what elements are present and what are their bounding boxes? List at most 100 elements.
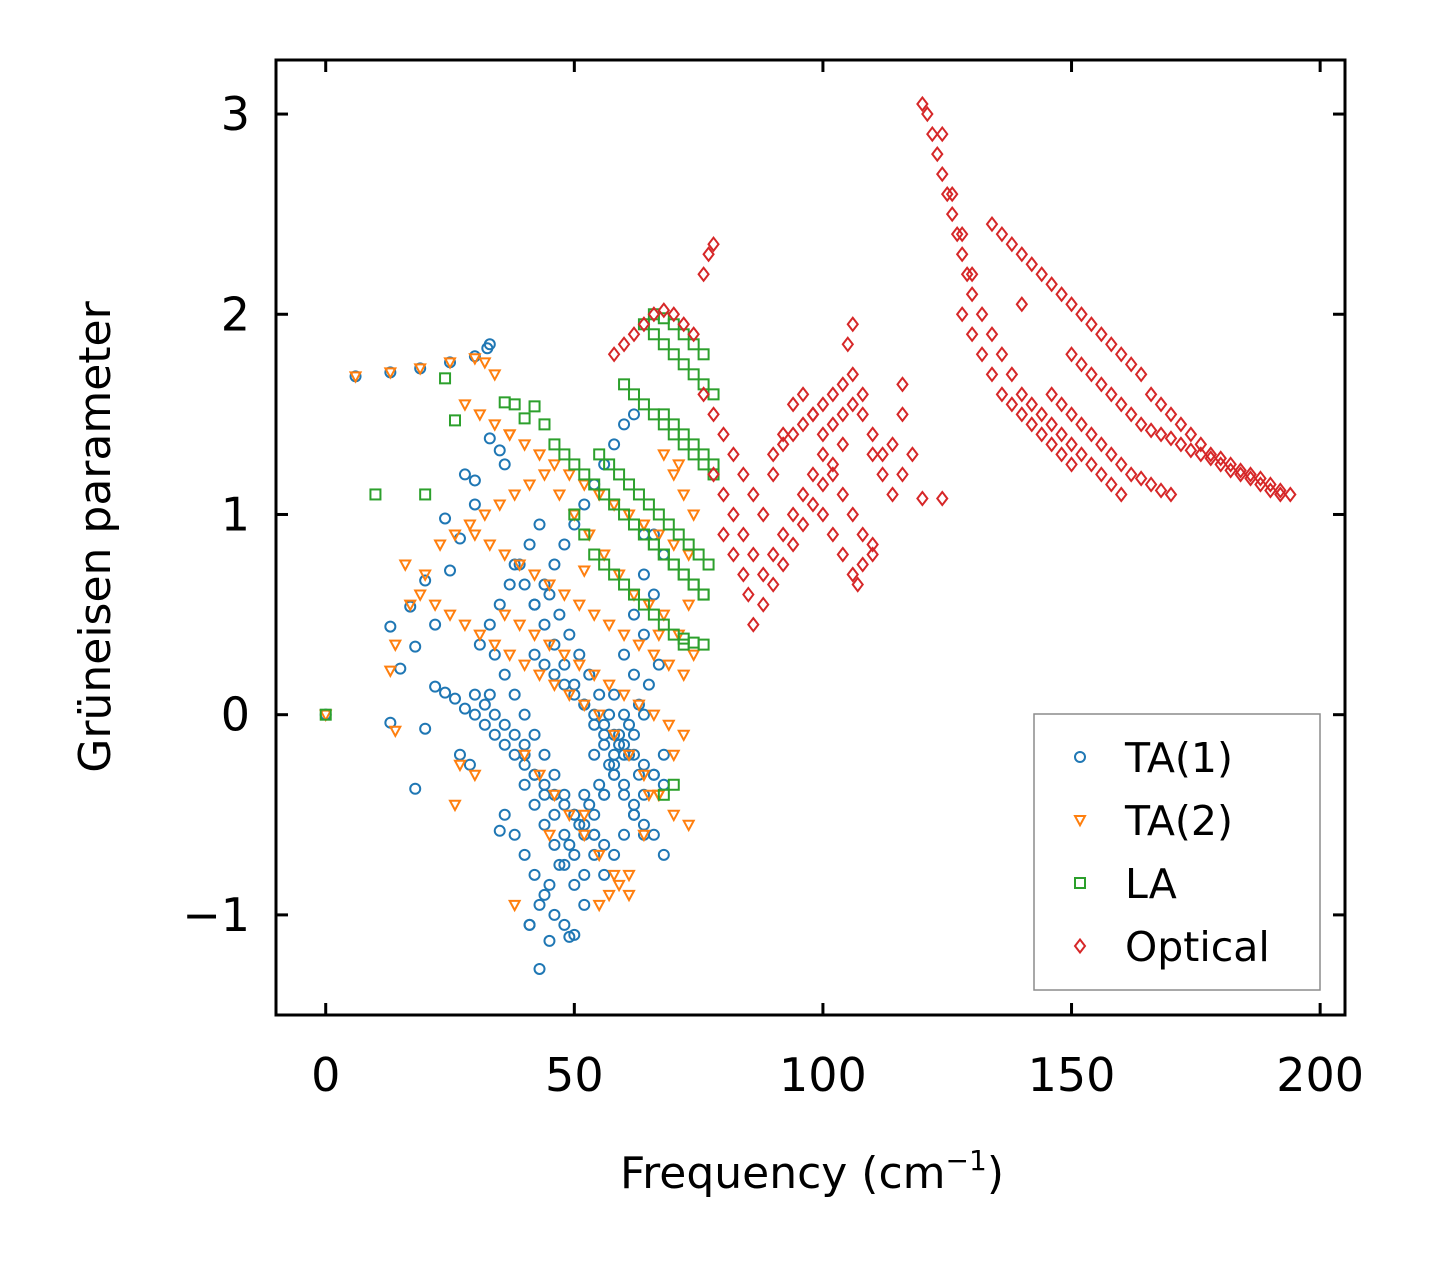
data-point (1144, 476, 1158, 493)
data-point (577, 699, 591, 713)
data-point (468, 769, 482, 783)
y-tick-label: 1 (221, 487, 250, 541)
data-point (533, 898, 546, 911)
data-point (538, 658, 551, 671)
legend-label: TA(2) (1124, 797, 1233, 845)
data-point (1274, 486, 1287, 503)
data-point (608, 768, 621, 781)
data-point (419, 574, 432, 587)
data-point (547, 679, 562, 693)
data-point (637, 316, 651, 333)
data-point (458, 468, 471, 481)
data-point (637, 398, 650, 411)
data-point (453, 759, 467, 773)
data-point (618, 738, 631, 751)
data-point (687, 368, 700, 381)
data-point (542, 579, 557, 592)
data-point (935, 490, 949, 507)
data-point (1095, 436, 1108, 453)
data-point (1075, 446, 1088, 463)
data-point (577, 565, 591, 578)
data-point (429, 680, 442, 693)
legend-item: LA (1074, 860, 1177, 908)
data-point (697, 458, 710, 471)
data-point (1035, 266, 1048, 283)
data-point (662, 659, 676, 672)
data-point (1254, 476, 1267, 493)
data-point (1154, 426, 1168, 443)
data-point (428, 599, 442, 612)
data-point (836, 406, 850, 423)
data-point (1055, 446, 1068, 463)
data-point (1204, 446, 1218, 463)
data-point (458, 619, 472, 632)
data-point (657, 338, 670, 351)
data-point (876, 446, 889, 463)
axis-ticks: 0 50 100 150 200 −1 0 1 2 3 (182, 60, 1364, 1102)
data-point (562, 689, 577, 703)
data-point (1105, 446, 1118, 463)
data-point (1214, 450, 1227, 467)
data-point (512, 559, 527, 572)
data-point (394, 662, 407, 675)
data-point (588, 828, 601, 841)
data-point (931, 145, 944, 163)
data-point (965, 266, 979, 283)
data-point (568, 458, 581, 471)
legend-marker (1074, 751, 1086, 763)
data-point (578, 498, 591, 511)
data-point (578, 468, 591, 481)
data-point (950, 226, 964, 243)
data-point (587, 609, 601, 622)
data-point (463, 519, 477, 532)
data-point (737, 526, 750, 543)
data-point (657, 312, 670, 325)
data-point (955, 306, 969, 323)
data-point (747, 486, 760, 503)
data-point (548, 808, 561, 821)
data-point (1055, 286, 1068, 303)
data-point (955, 226, 969, 243)
data-point (786, 506, 800, 523)
data-point (846, 366, 860, 383)
data-point (826, 416, 840, 433)
data-point (826, 466, 840, 483)
data-point (522, 479, 537, 492)
data-point (538, 418, 551, 431)
data-point (667, 558, 680, 571)
data-point (876, 466, 889, 483)
data-point (558, 918, 571, 931)
data-point (627, 408, 640, 421)
data-point (1264, 476, 1277, 493)
legend-label: TA(1) (1124, 734, 1233, 782)
data-point (623, 718, 636, 731)
data-point (647, 328, 660, 341)
data-point (717, 526, 730, 543)
data-point (602, 679, 616, 693)
data-point (682, 538, 695, 551)
data-point (1124, 466, 1138, 483)
data-point (532, 449, 547, 462)
data-point (603, 758, 616, 771)
data-point (657, 748, 670, 761)
data-point (697, 266, 710, 283)
data-point (388, 725, 403, 739)
data-point (702, 246, 715, 263)
data-point (498, 458, 511, 471)
data-point (687, 636, 700, 649)
data-point (578, 898, 591, 911)
data-point (419, 722, 432, 735)
data-point (757, 506, 770, 523)
data-point (578, 528, 591, 541)
data-point (667, 539, 681, 552)
data-point (439, 372, 452, 385)
data-point (558, 448, 571, 461)
legend-marker (1073, 815, 1087, 828)
data-point (667, 306, 681, 323)
data-point (507, 899, 522, 913)
data-point (592, 899, 606, 913)
data-point (757, 596, 770, 613)
data-point (538, 748, 551, 761)
data-point (796, 486, 810, 503)
data-point (588, 748, 601, 761)
